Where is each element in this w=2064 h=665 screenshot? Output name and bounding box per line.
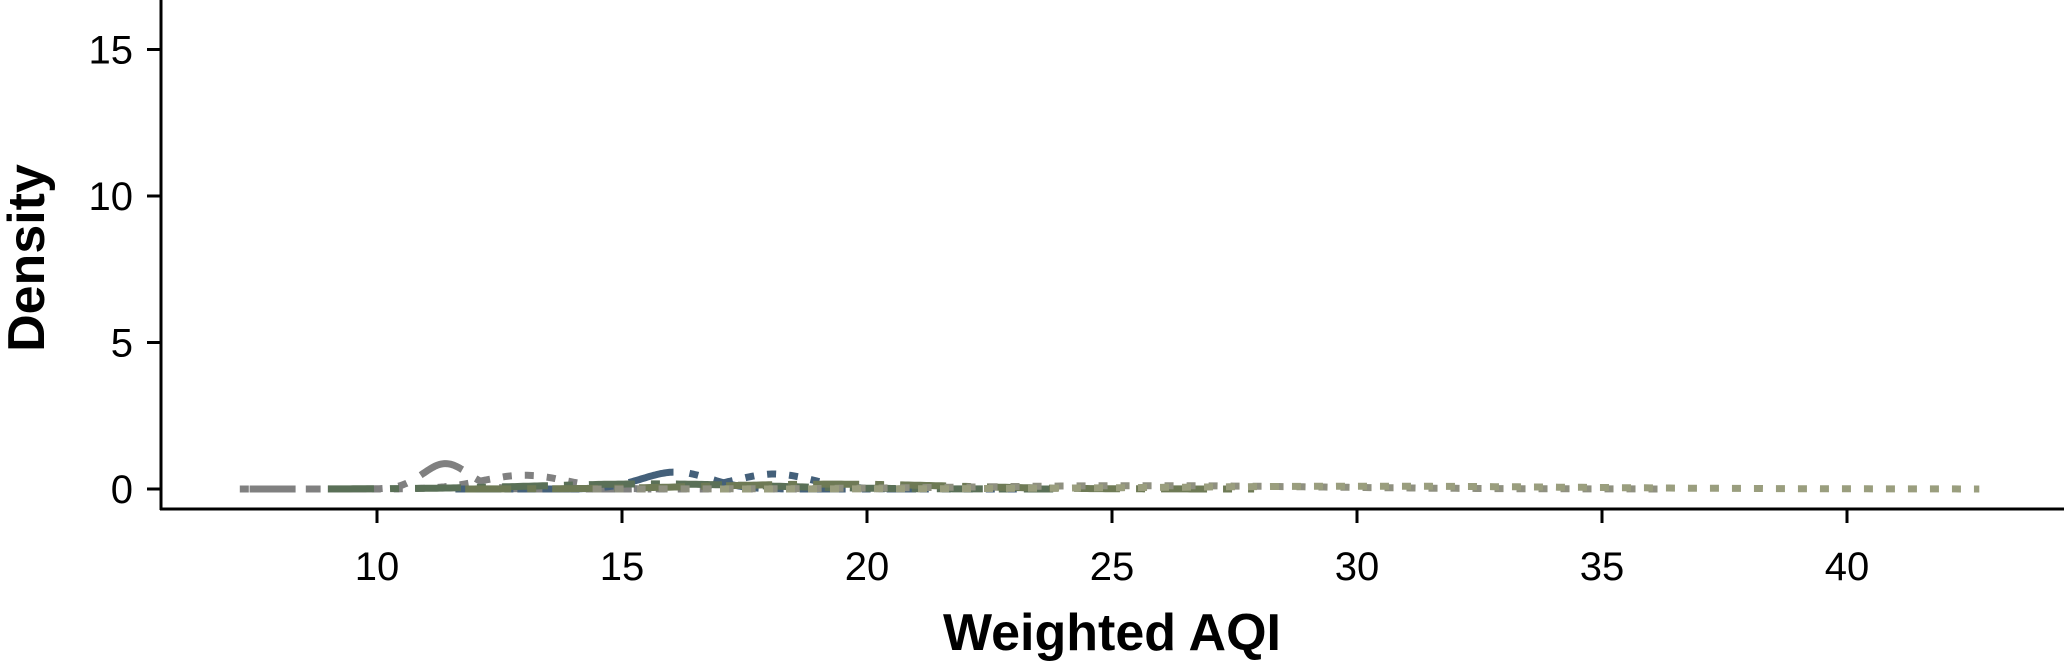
y-tick-label: 0 [111, 468, 133, 512]
x-tick-label: 40 [1825, 545, 1870, 589]
y-tick-label: 15 [89, 29, 134, 73]
x-ticks: 10 15 20 25 30 35 40 [355, 509, 1870, 589]
y-tick-label: 10 [89, 175, 134, 219]
density-curves [239, 460, 1980, 493]
x-tick-label: 35 [1580, 545, 1625, 589]
x-tick-label: 15 [600, 545, 645, 589]
x-axis-title: Weighted AQI [943, 604, 1281, 662]
x-tick-label: 20 [845, 545, 890, 589]
density-curve-1 [249, 460, 652, 493]
density-curve-5 [328, 480, 1054, 493]
x-tick-label: 10 [355, 545, 400, 589]
y-ticks: 0 5 10 15 [89, 29, 161, 512]
y-tick-label: 5 [111, 322, 133, 366]
x-tick-label: 30 [1335, 545, 1380, 589]
x-tick-label: 25 [1090, 545, 1135, 589]
y-axis-title: Density [0, 164, 56, 352]
density-curve-7 [592, 482, 1661, 493]
